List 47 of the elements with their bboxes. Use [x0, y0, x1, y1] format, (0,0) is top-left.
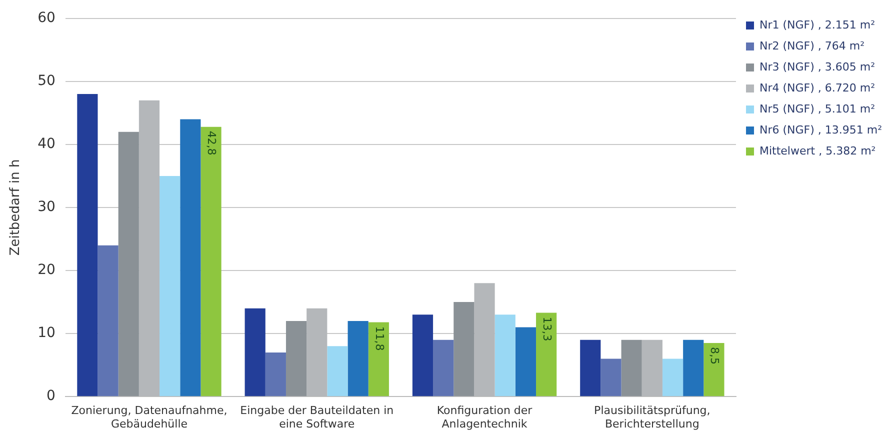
bar: [704, 343, 724, 396]
bar: [433, 340, 454, 396]
bar: [536, 312, 557, 396]
y-tick-label: 40: [38, 136, 56, 152]
x-tick-label: Konfiguration der Anlagentechnik: [436, 404, 533, 430]
x-tick-label: Plausibilitätsprüfung, Berichterstellung: [594, 404, 710, 430]
bar: [580, 340, 601, 396]
data-label: 11,8: [372, 326, 386, 351]
legend-label: Nr5 (NGF) , 5.101 m²: [759, 102, 876, 116]
y-tick-label: 0: [46, 388, 56, 404]
data-label: 13,3: [540, 316, 554, 342]
bar: [327, 346, 348, 396]
bar: [348, 320, 368, 396]
legend-label: Nr1 (NGF) , 2.151 m²: [759, 18, 876, 32]
bar: [77, 94, 98, 396]
bar: [454, 302, 474, 396]
bar: [286, 320, 307, 396]
bar: [683, 340, 704, 396]
bar: [160, 176, 180, 396]
x-tick-label: Eingabe der Bauteildaten in eine Software: [240, 404, 394, 430]
legend-label: Nr2 (NGF) , 764 m²: [759, 39, 865, 52]
bar: [180, 119, 201, 396]
bar: [621, 340, 642, 396]
x-tick-label: Zonierung, Datenaufnahme, Gebäudehülle: [71, 404, 228, 430]
bar: [494, 314, 516, 396]
legend-label: Nr6 (NGF) , 13.951 m²: [759, 123, 882, 136]
bar: [244, 308, 266, 396]
y-axis-title: Zeitbedarf in h: [8, 159, 24, 256]
data-label: 8,5: [708, 347, 722, 365]
legend-label: Nr4 (NGF) , 6.720 m²: [759, 81, 876, 94]
bar: [118, 132, 139, 396]
y-tick-label: 20: [38, 262, 56, 278]
bar: [98, 245, 118, 396]
legend-label: Nr3 (NGF) , 3.605 m²: [759, 60, 876, 74]
y-tick-label: 10: [38, 325, 56, 342]
data-label: 42,8: [205, 130, 218, 156]
bar: [412, 314, 434, 396]
bar: [368, 322, 389, 396]
bar: [600, 358, 622, 396]
y-tick-label: 30: [38, 199, 56, 216]
bar: [265, 352, 286, 396]
bar: [200, 126, 222, 396]
y-tick-label: 60: [38, 10, 56, 26]
legend-label: Mittelwert , 5.382 m²: [759, 144, 876, 158]
y-tick-label: 50: [38, 73, 56, 90]
bar: [515, 327, 536, 396]
bar: [662, 358, 684, 396]
